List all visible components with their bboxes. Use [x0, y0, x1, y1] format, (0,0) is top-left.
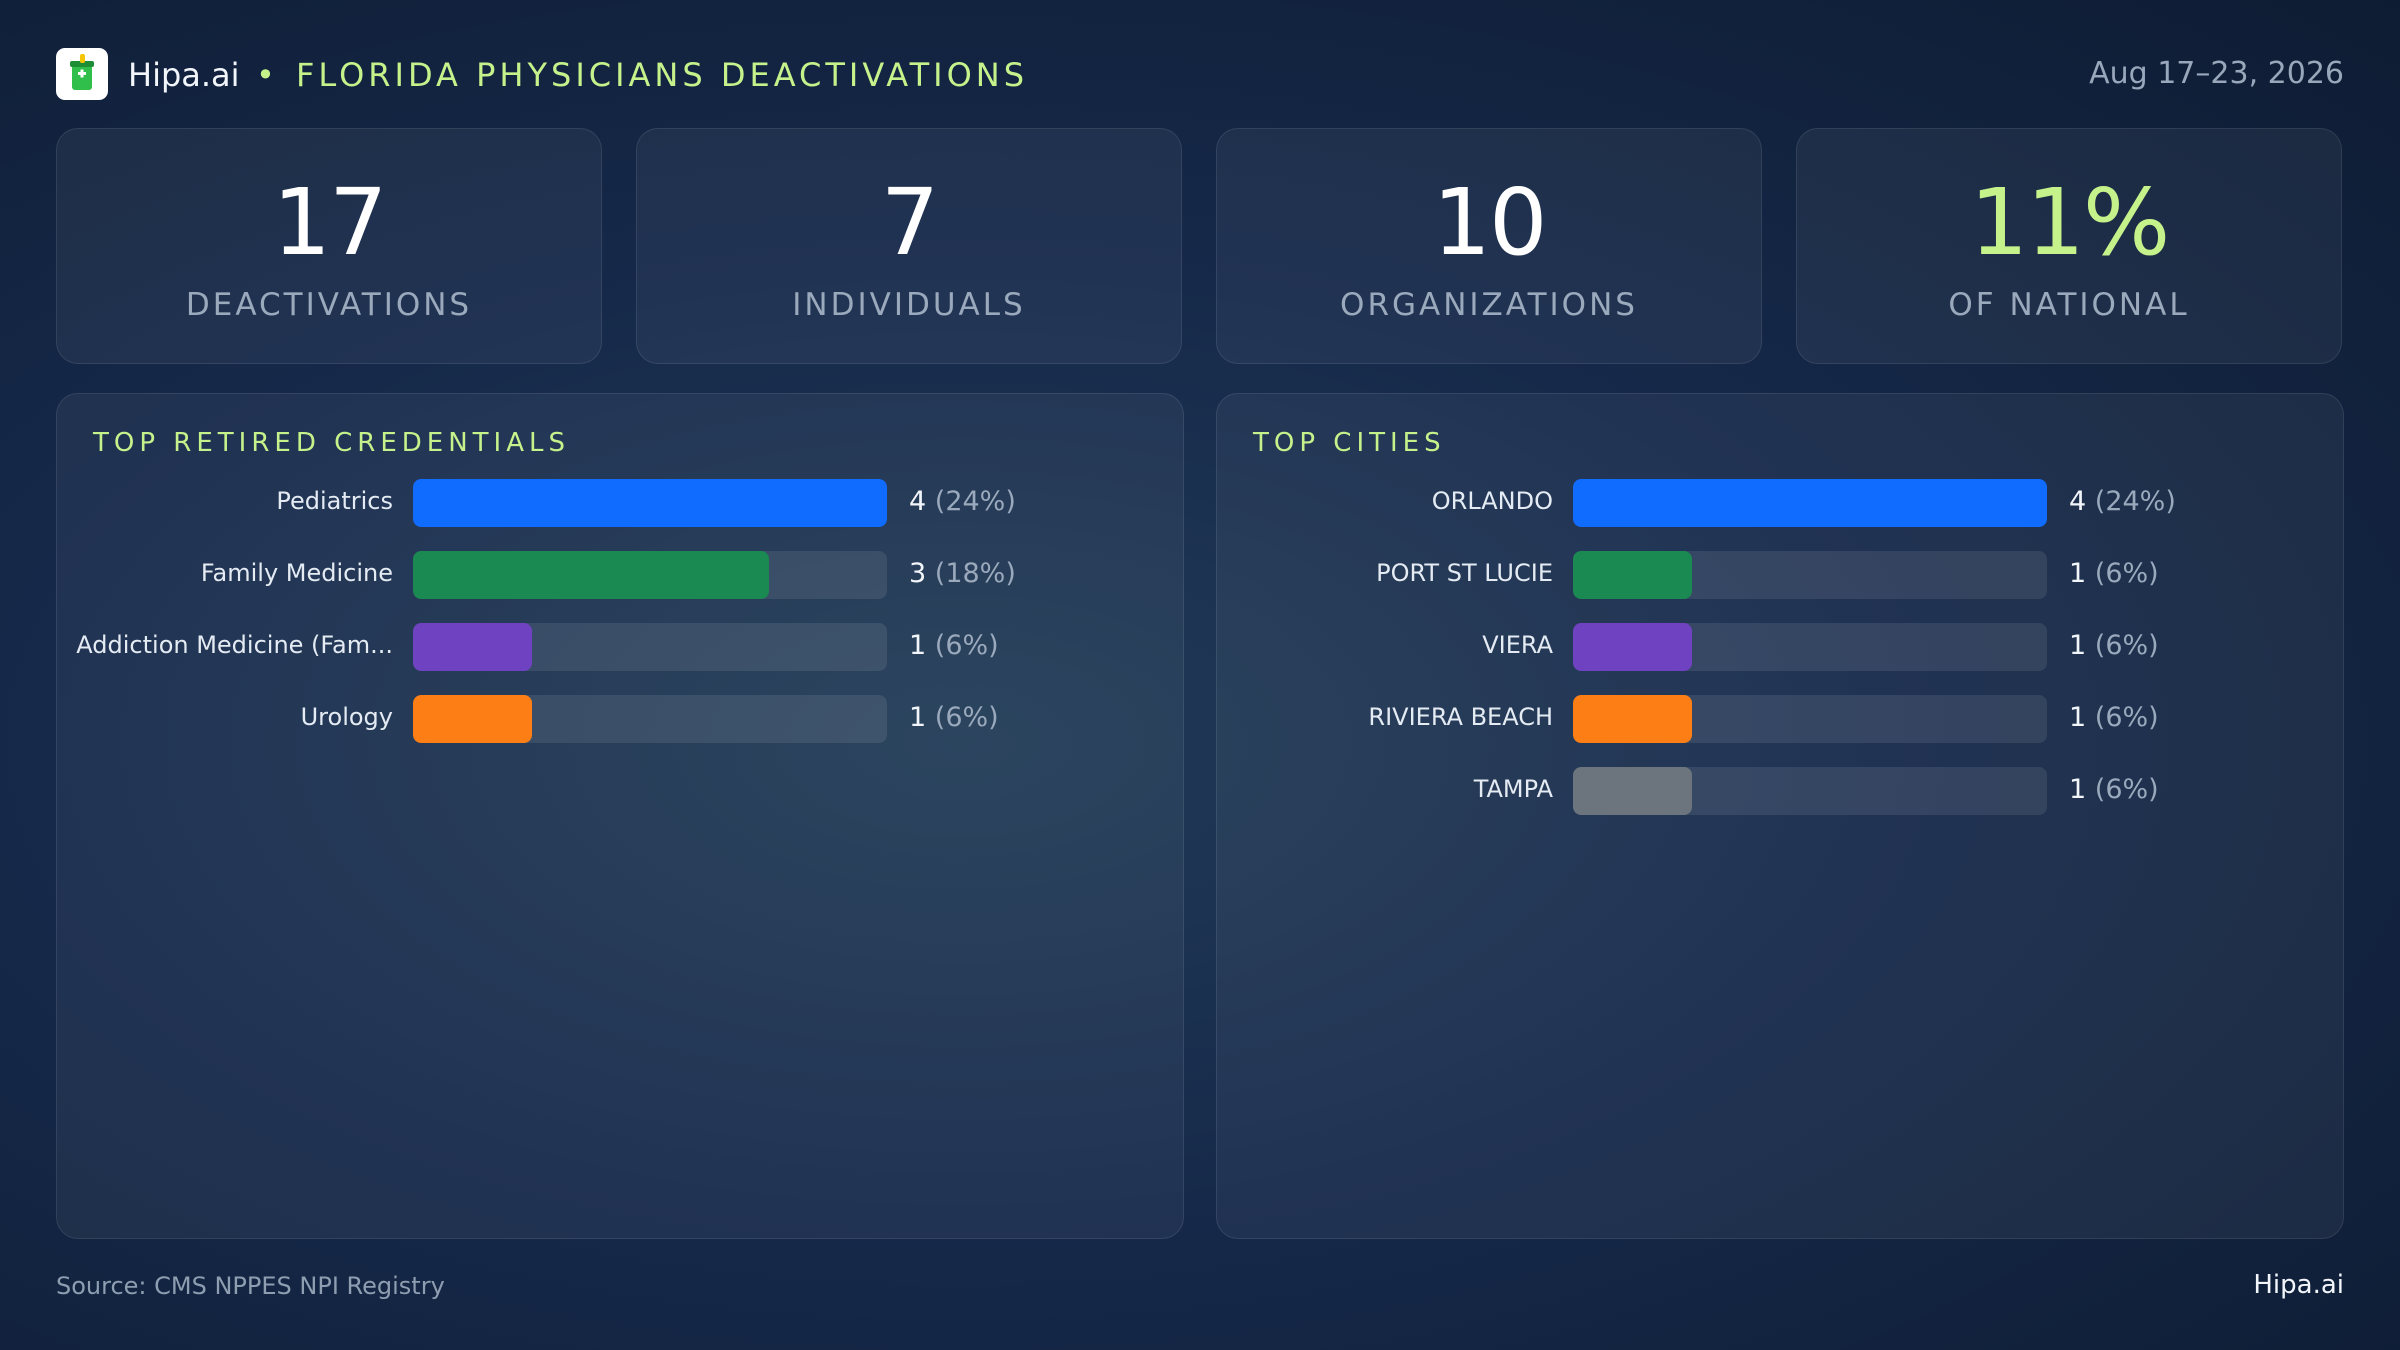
kpi-value: 11% — [1969, 169, 2170, 276]
bar-count: 1 — [909, 702, 927, 733]
bar-value-label: 3 (18%) — [909, 558, 1016, 589]
bar-percent: (6%) — [2094, 702, 2159, 733]
kpi-value: 7 — [880, 169, 940, 276]
page-title: FLORIDA PHYSICIANS DEACTIVATIONS — [296, 56, 1029, 94]
cities-chart-panel: TOP CITIES ORLANDO 4 (24%) PORT ST LUCIE 1 … — [1216, 393, 2344, 1239]
bar-category-label: PORT ST LUCIE — [1376, 559, 1553, 587]
bar-percent: (24%) — [934, 486, 1016, 517]
source-note: Source: CMS NPPES NPI Registry — [56, 1272, 445, 1300]
bar-percent: (18%) — [934, 558, 1016, 589]
bar-category-label: ORLANDO — [1431, 487, 1553, 515]
kpi-label: DEACTIVATIONS — [185, 287, 473, 323]
header: Hipa.ai • FLORIDA PHYSICIANS DEACTIVATIO… — [56, 46, 2344, 104]
bar — [413, 623, 532, 671]
bar-row: VIERA 1 (6%) — [1217, 623, 2343, 671]
medicine-cup-icon — [56, 48, 108, 100]
bar-percent: (6%) — [934, 702, 999, 733]
bar-category-label: RIVIERA BEACH — [1368, 703, 1553, 731]
bar — [1573, 551, 1692, 599]
kpi-label: INDIVIDUALS — [792, 287, 1026, 323]
kpi-value: 10 — [1432, 169, 1547, 276]
bar-value-label: 1 (6%) — [2069, 630, 2159, 661]
bar-category-label: VIERA — [1482, 631, 1553, 659]
bar-count: 3 — [909, 558, 927, 589]
bar-count: 1 — [2069, 702, 2087, 733]
bar-value-label: 1 (6%) — [909, 702, 999, 733]
chart-title: TOP RETIRED CREDENTIALS — [93, 428, 570, 458]
bar-count: 4 — [909, 486, 927, 517]
bar-percent: (6%) — [2094, 774, 2159, 805]
bar — [413, 479, 887, 527]
bar-track — [1573, 551, 2047, 599]
chart-title: TOP CITIES — [1253, 428, 1446, 458]
bar-row: TAMPA 1 (6%) — [1217, 767, 2343, 815]
bar-category-label: Addiction Medicine (Fam... — [76, 631, 393, 659]
bar-track — [1573, 695, 2047, 743]
bar-track — [1573, 479, 2047, 527]
bar-row: PORT ST LUCIE 1 (6%) — [1217, 551, 2343, 599]
bar-count: 1 — [2069, 774, 2087, 805]
bar-category-label: Family Medicine — [200, 559, 393, 587]
bar-category-label: Pediatrics — [276, 487, 393, 515]
bar-count: 4 — [2069, 486, 2087, 517]
bar-row: ORLANDO 4 (24%) — [1217, 479, 2343, 527]
bar-percent: (24%) — [2094, 486, 2176, 517]
bar-row: RIVIERA BEACH 1 (6%) — [1217, 695, 2343, 743]
kpi-label: OF NATIONAL — [1948, 287, 2190, 323]
bar-category-label: TAMPA — [1473, 775, 1553, 803]
kpi-card-organizations: 10 ORGANIZATIONS — [1216, 128, 1762, 364]
credentials-chart-panel: TOP RETIRED CREDENTIALS Pediatrics 4 (24%… — [56, 393, 1184, 1239]
bar-category-label: Urology — [300, 703, 393, 731]
bar-track — [413, 623, 887, 671]
bar-value-label: 1 (6%) — [909, 630, 999, 661]
kpi-value: 17 — [272, 169, 387, 276]
date-range: Aug 17–23, 2026 — [2089, 56, 2344, 91]
bar-track — [413, 551, 887, 599]
bar — [1573, 479, 2047, 527]
bar — [413, 695, 532, 743]
bar-track — [1573, 623, 2047, 671]
kpi-card-deactivations: 17 DEACTIVATIONS — [56, 128, 602, 364]
bar-track — [413, 695, 887, 743]
bar-track — [1573, 767, 2047, 815]
bar — [1573, 767, 1692, 815]
kpi-card-of-national: 11% OF NATIONAL — [1796, 128, 2342, 364]
bar-row: Urology 1 (6%) — [57, 695, 1183, 743]
bar-value-label: 1 (6%) — [2069, 774, 2159, 805]
bar-row: Addiction Medicine (Fam... 1 (6%) — [57, 623, 1183, 671]
bar — [1573, 623, 1692, 671]
bar-row: Pediatrics 4 (24%) — [57, 479, 1183, 527]
bar — [1573, 695, 1692, 743]
bar-count: 1 — [2069, 558, 2087, 589]
bar-count: 1 — [909, 630, 927, 661]
brand-name: Hipa.ai — [128, 56, 240, 94]
title-separator: • — [256, 56, 275, 94]
kpi-card-individuals: 7 INDIVIDUALS — [636, 128, 1182, 364]
bar-value-label: 1 (6%) — [2069, 558, 2159, 589]
bar-percent: (6%) — [2094, 630, 2159, 661]
bar-percent: (6%) — [934, 630, 999, 661]
kpi-label: ORGANIZATIONS — [1340, 287, 1638, 323]
bar — [413, 551, 769, 599]
bar-value-label: 1 (6%) — [2069, 702, 2159, 733]
footer-brand: Hipa.ai — [2253, 1270, 2344, 1300]
bar-count: 1 — [2069, 630, 2087, 661]
bar-row: Family Medicine 3 (18%) — [57, 551, 1183, 599]
bar-value-label: 4 (24%) — [2069, 486, 2176, 517]
bar-value-label: 4 (24%) — [909, 486, 1016, 517]
bar-track — [413, 479, 887, 527]
bar-percent: (6%) — [2094, 558, 2159, 589]
